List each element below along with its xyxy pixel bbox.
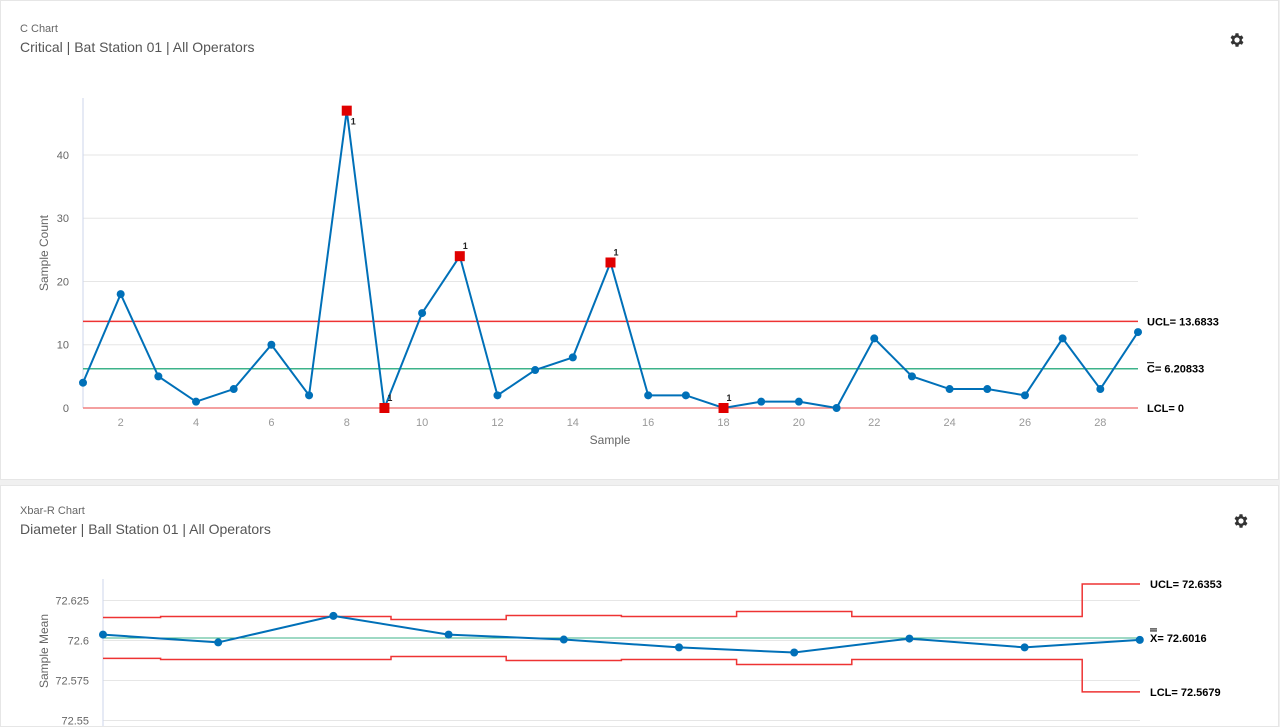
data-point: [945, 385, 954, 394]
data-point: [559, 635, 568, 644]
data-point: [79, 378, 87, 387]
data-point: [1135, 635, 1144, 644]
x-tick-label: 24: [943, 417, 955, 429]
lcl-line: [103, 655, 1140, 693]
y-tick-label: 72.575: [55, 676, 89, 688]
y-axis-title: Sample Count: [37, 214, 51, 291]
xbar-r-chart-panel: Xbar-R Chart Diameter | Ball Station 01 …: [0, 485, 1279, 727]
violation-label: 1: [387, 393, 392, 403]
data-point: [99, 630, 107, 639]
data-point: [531, 366, 540, 375]
c-chart-panel: C Chart Critical | Bat Station 01 | All …: [0, 0, 1279, 480]
ucl-label: UCL= 72.6353: [1150, 579, 1222, 591]
data-point: [1020, 643, 1029, 652]
y-tick-label: 0: [63, 403, 69, 415]
data-point: [444, 630, 453, 639]
data-point: [267, 340, 276, 349]
x-tick-label: 14: [567, 417, 579, 429]
x-tick-label: 10: [416, 417, 428, 429]
violation-label: 1: [463, 241, 468, 251]
data-point: [790, 648, 799, 657]
data-point: [568, 353, 577, 362]
center-label: C= 6.20833: [1147, 364, 1204, 376]
data-point: [418, 309, 427, 318]
violation-point: [454, 251, 465, 262]
data-series-line: [102, 614, 1140, 654]
data-point: [832, 404, 841, 412]
violation-point: [718, 403, 729, 413]
y-tick-label: 72.55: [61, 716, 89, 727]
x-tick-label: 22: [868, 417, 880, 429]
violation-point: [379, 403, 390, 413]
data-point: [1096, 385, 1105, 394]
violation-label: 1: [727, 393, 732, 403]
data-point: [229, 385, 238, 394]
x-tick-label: 2: [118, 417, 124, 429]
violation-point: [605, 257, 616, 268]
y-tick-label: 10: [57, 340, 69, 352]
data-point: [757, 397, 766, 406]
ucl-line: [103, 583, 1140, 621]
x-tick-label: 20: [793, 417, 805, 429]
chart-type-label: Xbar-R Chart: [20, 505, 85, 517]
data-point: [1020, 391, 1029, 400]
data-point: [305, 391, 314, 400]
data-point: [905, 634, 914, 643]
violation-point: [341, 105, 352, 116]
y-tick-label: 72.625: [55, 596, 89, 608]
center-label: X= 72.6016: [1150, 633, 1207, 645]
violation-label: 1: [351, 117, 356, 127]
y-tick-label: 20: [57, 276, 69, 288]
x-axis-title: Sample: [590, 433, 631, 447]
data-point: [644, 391, 653, 400]
lcl-label: LCL= 0: [1147, 403, 1184, 415]
x-tick-label: 28: [1094, 417, 1106, 429]
x-tick-label: 16: [642, 417, 654, 429]
y-tick-label: 72.6: [68, 636, 89, 648]
data-point: [681, 391, 690, 400]
x-tick-label: 18: [717, 417, 729, 429]
data-point: [116, 290, 125, 299]
ucl-label: UCL= 13.6833: [1147, 316, 1219, 328]
x-tick-label: 12: [491, 417, 503, 429]
chart-title: Critical | Bat Station 01 | All Operator…: [20, 39, 255, 55]
data-point: [1058, 334, 1067, 343]
chart-title: Diameter | Ball Station 01 | All Operato…: [20, 521, 271, 537]
y-tick-label: 30: [57, 213, 69, 225]
chart-type-label: C Chart: [20, 23, 58, 35]
data-point: [154, 372, 163, 381]
data-point: [794, 397, 803, 406]
x-tick-label: 6: [268, 417, 274, 429]
data-point: [870, 334, 879, 343]
lcl-label: LCL= 72.5679: [1150, 687, 1221, 699]
data-point: [192, 397, 201, 406]
data-point: [983, 385, 992, 394]
data-point: [675, 643, 683, 652]
x-tick-label: 8: [344, 417, 350, 429]
violation-label: 1: [614, 247, 619, 257]
y-tick-label: 40: [57, 150, 69, 162]
x-tick-label: 4: [193, 417, 199, 429]
y-axis-title: Sample Mean: [37, 614, 51, 688]
gear-icon[interactable]: [1232, 512, 1250, 530]
data-point: [493, 391, 502, 400]
xbar-chart-plot: 72.55 72.575 72.6 72.625 Sample Mean UCL= 72.…: [37, 579, 1222, 727]
data-point: [907, 372, 916, 381]
gear-icon[interactable]: [1228, 31, 1246, 49]
x-tick-label: 26: [1019, 417, 1031, 429]
data-point: [214, 638, 223, 647]
data-point: [1134, 328, 1142, 337]
data-point: [329, 611, 338, 620]
